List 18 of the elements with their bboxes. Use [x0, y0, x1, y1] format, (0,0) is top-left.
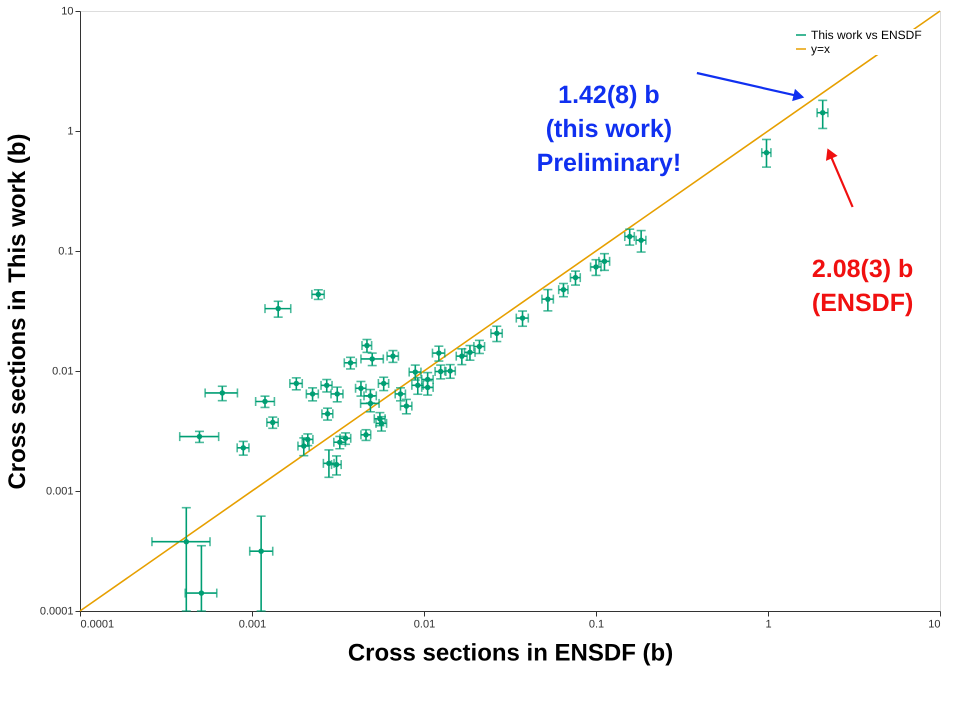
legend-label: y=x	[811, 42, 830, 56]
y-tick-label: 0.0001	[40, 606, 74, 618]
y-tick-label: 0.1	[58, 246, 74, 258]
y-tick-label: 1	[67, 126, 74, 138]
x-tick-label: 10	[928, 618, 940, 630]
annotation: 1.42(8) b (this work) Preliminary!	[536, 81, 682, 177]
annotation: 2.08(3) b (ENSDF)	[812, 255, 914, 317]
y-tick-label: 0.001	[46, 486, 74, 498]
y-axis-title: Cross sections in This work (b)	[4, 133, 31, 490]
x-axis-title: Cross sections in ENSDF (b)	[348, 640, 674, 666]
x-tick-label: 0.01	[414, 618, 436, 630]
y-tick-label: 0.01	[52, 366, 74, 378]
x-tick-label: 0.0001	[80, 618, 114, 630]
legend-label: This work vs ENSDF	[811, 28, 922, 42]
x-tick-label: 1	[765, 618, 772, 630]
x-tick-label: 0.001	[238, 618, 266, 630]
x-tick-label: 0.1	[588, 618, 604, 630]
y-tick-label: 10	[61, 6, 74, 18]
